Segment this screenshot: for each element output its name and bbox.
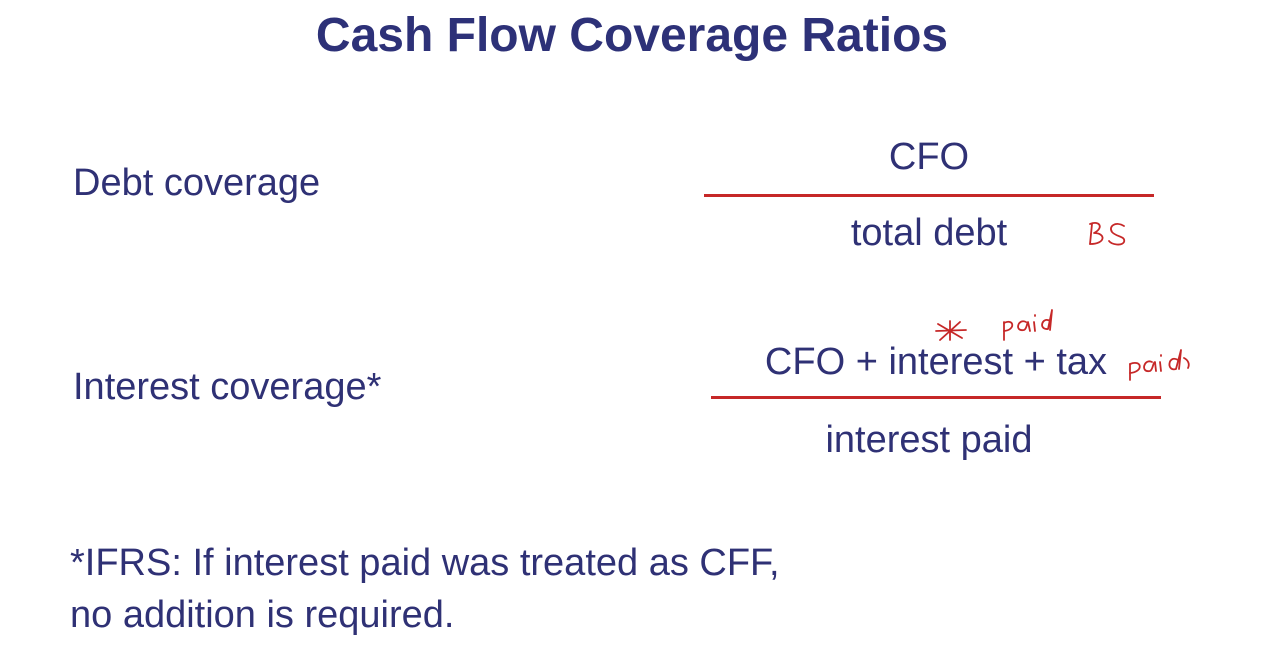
slide-title: Cash Flow Coverage Ratios	[315, 9, 949, 62]
paid-handwriting-tax	[1129, 349, 1190, 381]
debt-coverage-denominator: total debt	[850, 212, 1008, 254]
footnote-line-1: *IFRS: If interest paid was treated as C…	[70, 542, 780, 584]
debt-coverage-fraction-line	[704, 194, 1154, 197]
interest-coverage-numerator: CFO + interest + tax	[764, 341, 1108, 383]
debt-coverage-label: Debt coverage	[73, 162, 321, 204]
ifrs-footnote: *IFRS: If interest paid was treated as C…	[70, 537, 780, 641]
interest-coverage-denominator: interest paid	[825, 419, 1033, 461]
debt-coverage-numerator: CFO	[888, 136, 970, 178]
interest-coverage-fraction-line	[711, 396, 1161, 399]
interest-coverage-label: Interest coverage*	[73, 366, 382, 408]
paid-handwriting-interest	[1003, 309, 1053, 341]
footnote-line-2: no addition is required.	[70, 594, 455, 636]
bs-handwriting	[1089, 222, 1126, 246]
asterisk-handwriting	[935, 320, 967, 341]
